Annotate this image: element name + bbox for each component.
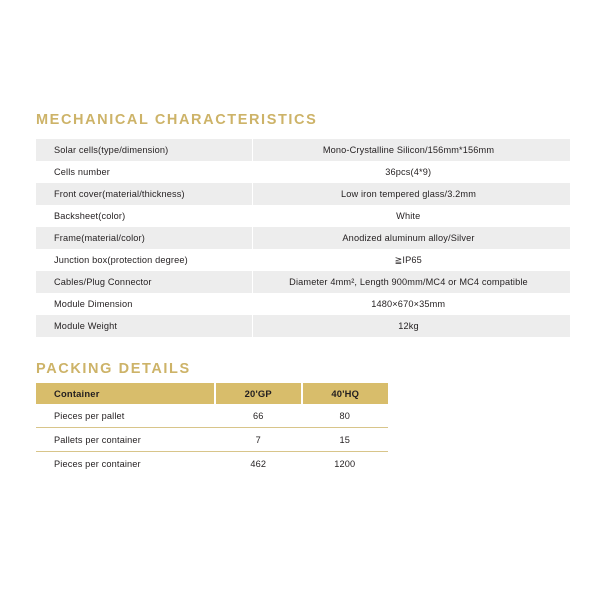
- row-label: Backsheet(color): [36, 205, 253, 227]
- row-value-40hq: 80: [301, 404, 388, 428]
- row-value-20gp: 66: [215, 404, 302, 428]
- table-row: Pieces per pallet 66 80: [36, 404, 388, 428]
- row-value: White: [252, 205, 570, 227]
- packing-details-title: PACKING DETAILS: [36, 361, 191, 377]
- mechanical-characteristics-table: Solar cells(type/dimension) Mono-Crystal…: [36, 139, 570, 337]
- table-row: Module Weight 12kg: [36, 315, 570, 337]
- row-label: Pallets per container: [36, 427, 215, 452]
- row-value-40hq: 15: [301, 427, 388, 452]
- row-label: Cells number: [36, 161, 253, 183]
- row-value: Mono-Crystalline Silicon/156mm*156mm: [252, 139, 570, 161]
- row-value: Low iron tempered glass/3.2mm: [252, 183, 570, 205]
- row-value-20gp: 7: [215, 427, 302, 452]
- packing-details-table: Container 20'GP 40'HQ Pieces per pallet …: [36, 383, 388, 475]
- row-value: ≧IP65: [252, 249, 570, 271]
- row-label: Solar cells(type/dimension): [36, 139, 253, 161]
- mechanical-characteristics-title: MECHANICAL CHARACTERISTICS: [36, 112, 318, 128]
- row-value: 1480×670×35mm: [252, 293, 570, 315]
- table-row: Cables/Plug Connector Diameter 4mm², Len…: [36, 271, 570, 293]
- row-value-40hq: 1200: [301, 451, 388, 475]
- table-row: Front cover(material/thickness) Low iron…: [36, 183, 570, 205]
- table-row: Frame(material/color) Anodized aluminum …: [36, 227, 570, 249]
- table-row: Cells number 36pcs(4*9): [36, 161, 570, 183]
- table-row: Pallets per container 7 15: [36, 427, 388, 452]
- row-value: Anodized aluminum alloy/Silver: [252, 227, 570, 249]
- table-header-row: Container 20'GP 40'HQ: [36, 383, 388, 404]
- row-label: Junction box(protection degree): [36, 249, 253, 271]
- table-row: Module Dimension 1480×670×35mm: [36, 293, 570, 315]
- row-label: Front cover(material/thickness): [36, 183, 253, 205]
- row-value-20gp: 462: [215, 451, 302, 475]
- row-label: Cables/Plug Connector: [36, 271, 253, 293]
- row-label: Module Dimension: [36, 293, 253, 315]
- row-label: Pieces per pallet: [36, 404, 215, 428]
- column-header-20gp: 20'GP: [215, 383, 303, 404]
- row-label: Pieces per container: [36, 451, 215, 475]
- row-label: Module Weight: [36, 315, 253, 337]
- row-label: Frame(material/color): [36, 227, 253, 249]
- column-header-container: Container: [36, 383, 216, 404]
- column-header-40hq: 40'HQ: [301, 383, 388, 404]
- table-row: Backsheet(color) White: [36, 205, 570, 227]
- table-row: Junction box(protection degree) ≧IP65: [36, 249, 570, 271]
- table-row: Solar cells(type/dimension) Mono-Crystal…: [36, 139, 570, 161]
- table-row: Pieces per container 462 1200: [36, 451, 388, 475]
- row-value: 36pcs(4*9): [252, 161, 570, 183]
- row-value: Diameter 4mm², Length 900mm/MC4 or MC4 c…: [252, 271, 570, 293]
- row-value: 12kg: [252, 315, 570, 337]
